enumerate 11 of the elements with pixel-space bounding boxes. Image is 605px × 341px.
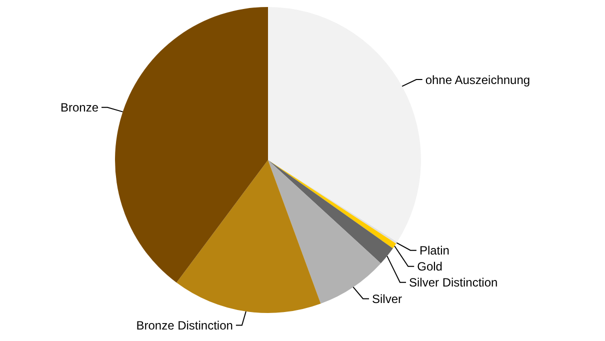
pie-slice <box>115 7 268 283</box>
pie-slice <box>268 7 421 242</box>
pie-slice <box>176 160 321 313</box>
slice-label: Bronze Distinction <box>136 318 233 332</box>
slice-label: Platin <box>419 244 450 258</box>
slice-label: Bronze <box>60 100 99 115</box>
slice-label: Gold <box>417 260 442 274</box>
slice-label: Silver <box>372 292 402 306</box>
slice-label: Silver Distinction <box>409 276 498 290</box>
pie-slice <box>268 160 393 264</box>
slice-label: ohne Auszeichnung <box>425 72 530 87</box>
